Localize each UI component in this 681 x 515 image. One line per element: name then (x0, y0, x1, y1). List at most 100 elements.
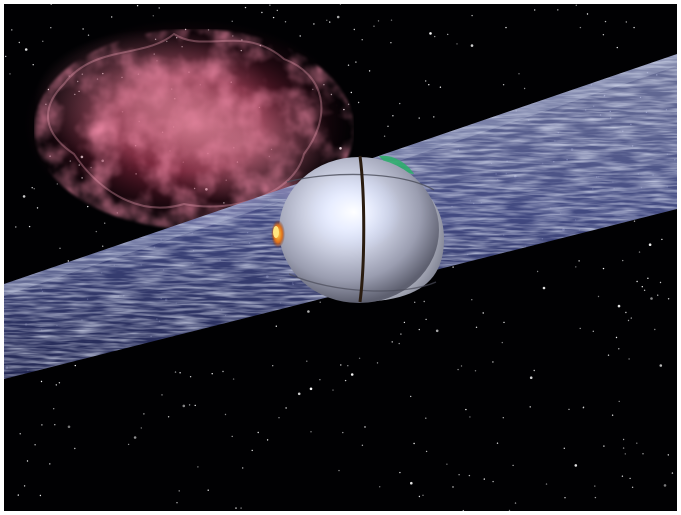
star (636, 442, 638, 444)
star (545, 483, 548, 485)
star (452, 266, 454, 268)
star (19, 433, 21, 435)
star (53, 408, 55, 410)
star (231, 435, 233, 438)
star (574, 464, 578, 467)
star (474, 370, 477, 372)
star (563, 447, 565, 449)
star (377, 20, 380, 22)
star (630, 317, 632, 319)
star (418, 328, 420, 331)
star (297, 392, 301, 396)
star (275, 325, 277, 327)
star (621, 475, 624, 477)
star (224, 413, 227, 416)
star (594, 485, 596, 487)
star (161, 394, 163, 396)
star (452, 486, 454, 488)
star (597, 295, 600, 298)
star (667, 454, 669, 456)
star (603, 445, 605, 447)
star (501, 341, 503, 344)
spacecraft-sphere (271, 155, 444, 303)
star (447, 33, 449, 36)
star (435, 329, 439, 333)
star (179, 372, 181, 374)
star (607, 354, 610, 356)
star (502, 417, 504, 419)
star (49, 463, 51, 465)
star (50, 4, 52, 5)
star (178, 490, 180, 492)
star (428, 84, 430, 86)
star (24, 48, 28, 51)
star (28, 225, 31, 228)
star (594, 496, 597, 499)
star (617, 304, 621, 308)
star (104, 222, 106, 224)
star (456, 43, 458, 45)
star (392, 115, 394, 117)
star (622, 447, 625, 449)
thruster-core (273, 226, 279, 238)
star (667, 298, 670, 300)
star (425, 318, 427, 321)
star (353, 28, 355, 31)
star (624, 453, 626, 455)
star (648, 243, 652, 246)
star (414, 301, 416, 303)
star (339, 4, 342, 5)
star (340, 364, 342, 366)
star (492, 480, 494, 483)
star (272, 365, 274, 367)
star (460, 365, 463, 367)
star (152, 15, 154, 17)
star (616, 46, 618, 49)
star (502, 84, 505, 86)
star (568, 408, 570, 411)
star (188, 404, 191, 406)
star (338, 469, 340, 472)
star (361, 39, 363, 41)
star (604, 20, 607, 23)
star (174, 371, 177, 373)
star (67, 425, 71, 429)
star (31, 187, 33, 189)
star (58, 382, 61, 384)
star (625, 311, 627, 314)
star (425, 450, 428, 453)
star (364, 426, 366, 428)
star (167, 416, 170, 418)
star (42, 40, 44, 42)
star (189, 376, 192, 378)
star (631, 486, 634, 488)
star (582, 406, 585, 408)
star (15, 226, 17, 228)
star (143, 413, 145, 415)
star (592, 330, 594, 332)
star (492, 361, 494, 363)
star (410, 481, 413, 485)
star (434, 35, 436, 38)
star (251, 449, 253, 452)
star (276, 9, 278, 12)
scene-canvas (4, 4, 677, 511)
star (127, 443, 130, 446)
star (579, 327, 581, 330)
star (306, 360, 308, 362)
star (458, 474, 460, 476)
star (508, 509, 511, 511)
nebula-cloud (24, 19, 354, 229)
star (512, 464, 514, 467)
star (661, 238, 663, 241)
star (636, 280, 638, 283)
star (310, 431, 312, 433)
star (347, 365, 349, 367)
star (5, 55, 7, 58)
star (557, 9, 559, 11)
star (336, 15, 340, 19)
star (18, 41, 20, 44)
star (358, 357, 361, 359)
star (471, 14, 473, 17)
star (285, 407, 287, 409)
